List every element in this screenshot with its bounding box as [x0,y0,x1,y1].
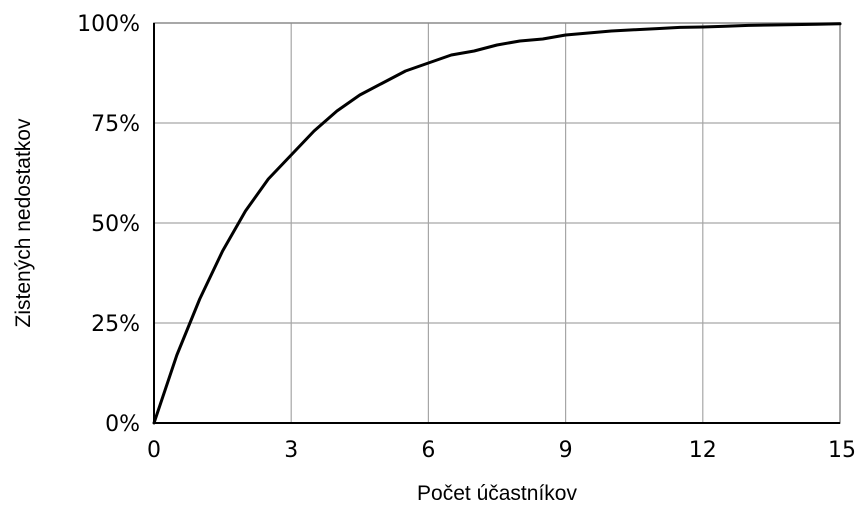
x-tick-label: 12 [689,438,717,463]
y-tick-label: 50% [91,212,140,237]
y-tick-label: 0% [105,412,140,437]
series-line [152,22,842,425]
x-axis-title: Počet účastníkov [417,482,577,505]
y-tick-label: 75% [91,112,140,137]
x-tick-label: 15 [828,438,856,463]
y-axis-title: Zistených nedostatkov [12,118,35,327]
y-tick-label: 25% [91,312,140,337]
gridlines [154,23,840,423]
y-tick-label: 100% [77,12,140,37]
x-tick-label: 0 [147,438,161,463]
y-tick-labels: 0% 25% 50% 75% 100% [77,12,140,437]
series-group [152,22,842,425]
x-tick-label: 3 [284,438,298,463]
x-tick-labels: 0 3 6 9 12 15 [147,438,856,463]
x-tick-label: 6 [421,438,435,463]
x-tick-label: 9 [559,438,573,463]
